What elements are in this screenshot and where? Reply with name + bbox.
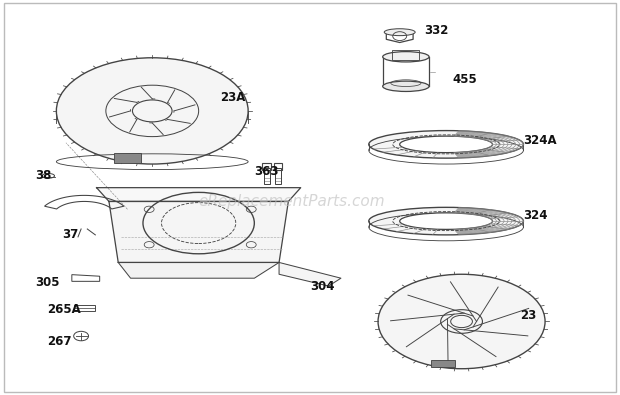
Text: 23: 23 (520, 309, 536, 322)
Polygon shape (109, 201, 288, 262)
Bar (273, 163, 282, 170)
Bar (74, 305, 95, 311)
Ellipse shape (384, 29, 415, 36)
Text: 38: 38 (35, 169, 51, 182)
Text: 363: 363 (254, 166, 279, 179)
Polygon shape (97, 188, 301, 201)
Ellipse shape (56, 58, 248, 164)
Text: 324: 324 (523, 209, 548, 222)
Bar (431, 360, 455, 367)
Bar (264, 168, 270, 184)
Ellipse shape (369, 131, 523, 158)
Bar (275, 168, 281, 184)
Ellipse shape (383, 81, 429, 92)
Ellipse shape (378, 274, 545, 369)
Ellipse shape (383, 52, 429, 62)
Ellipse shape (400, 136, 492, 152)
Text: 304: 304 (310, 280, 335, 293)
Bar (113, 153, 141, 163)
Text: 23A: 23A (220, 90, 246, 103)
Polygon shape (279, 262, 341, 286)
Bar (392, 50, 420, 60)
Text: 332: 332 (425, 24, 449, 37)
Text: 305: 305 (35, 276, 60, 289)
Text: eReplacementParts.com: eReplacementParts.com (198, 194, 385, 209)
Text: 37: 37 (63, 228, 79, 241)
Text: 265A: 265A (47, 303, 81, 316)
Polygon shape (118, 262, 279, 278)
Text: 267: 267 (47, 335, 71, 348)
Ellipse shape (369, 207, 523, 235)
Ellipse shape (400, 213, 492, 229)
Text: 324A: 324A (523, 134, 557, 147)
Text: 455: 455 (452, 73, 477, 86)
Bar (262, 163, 271, 170)
